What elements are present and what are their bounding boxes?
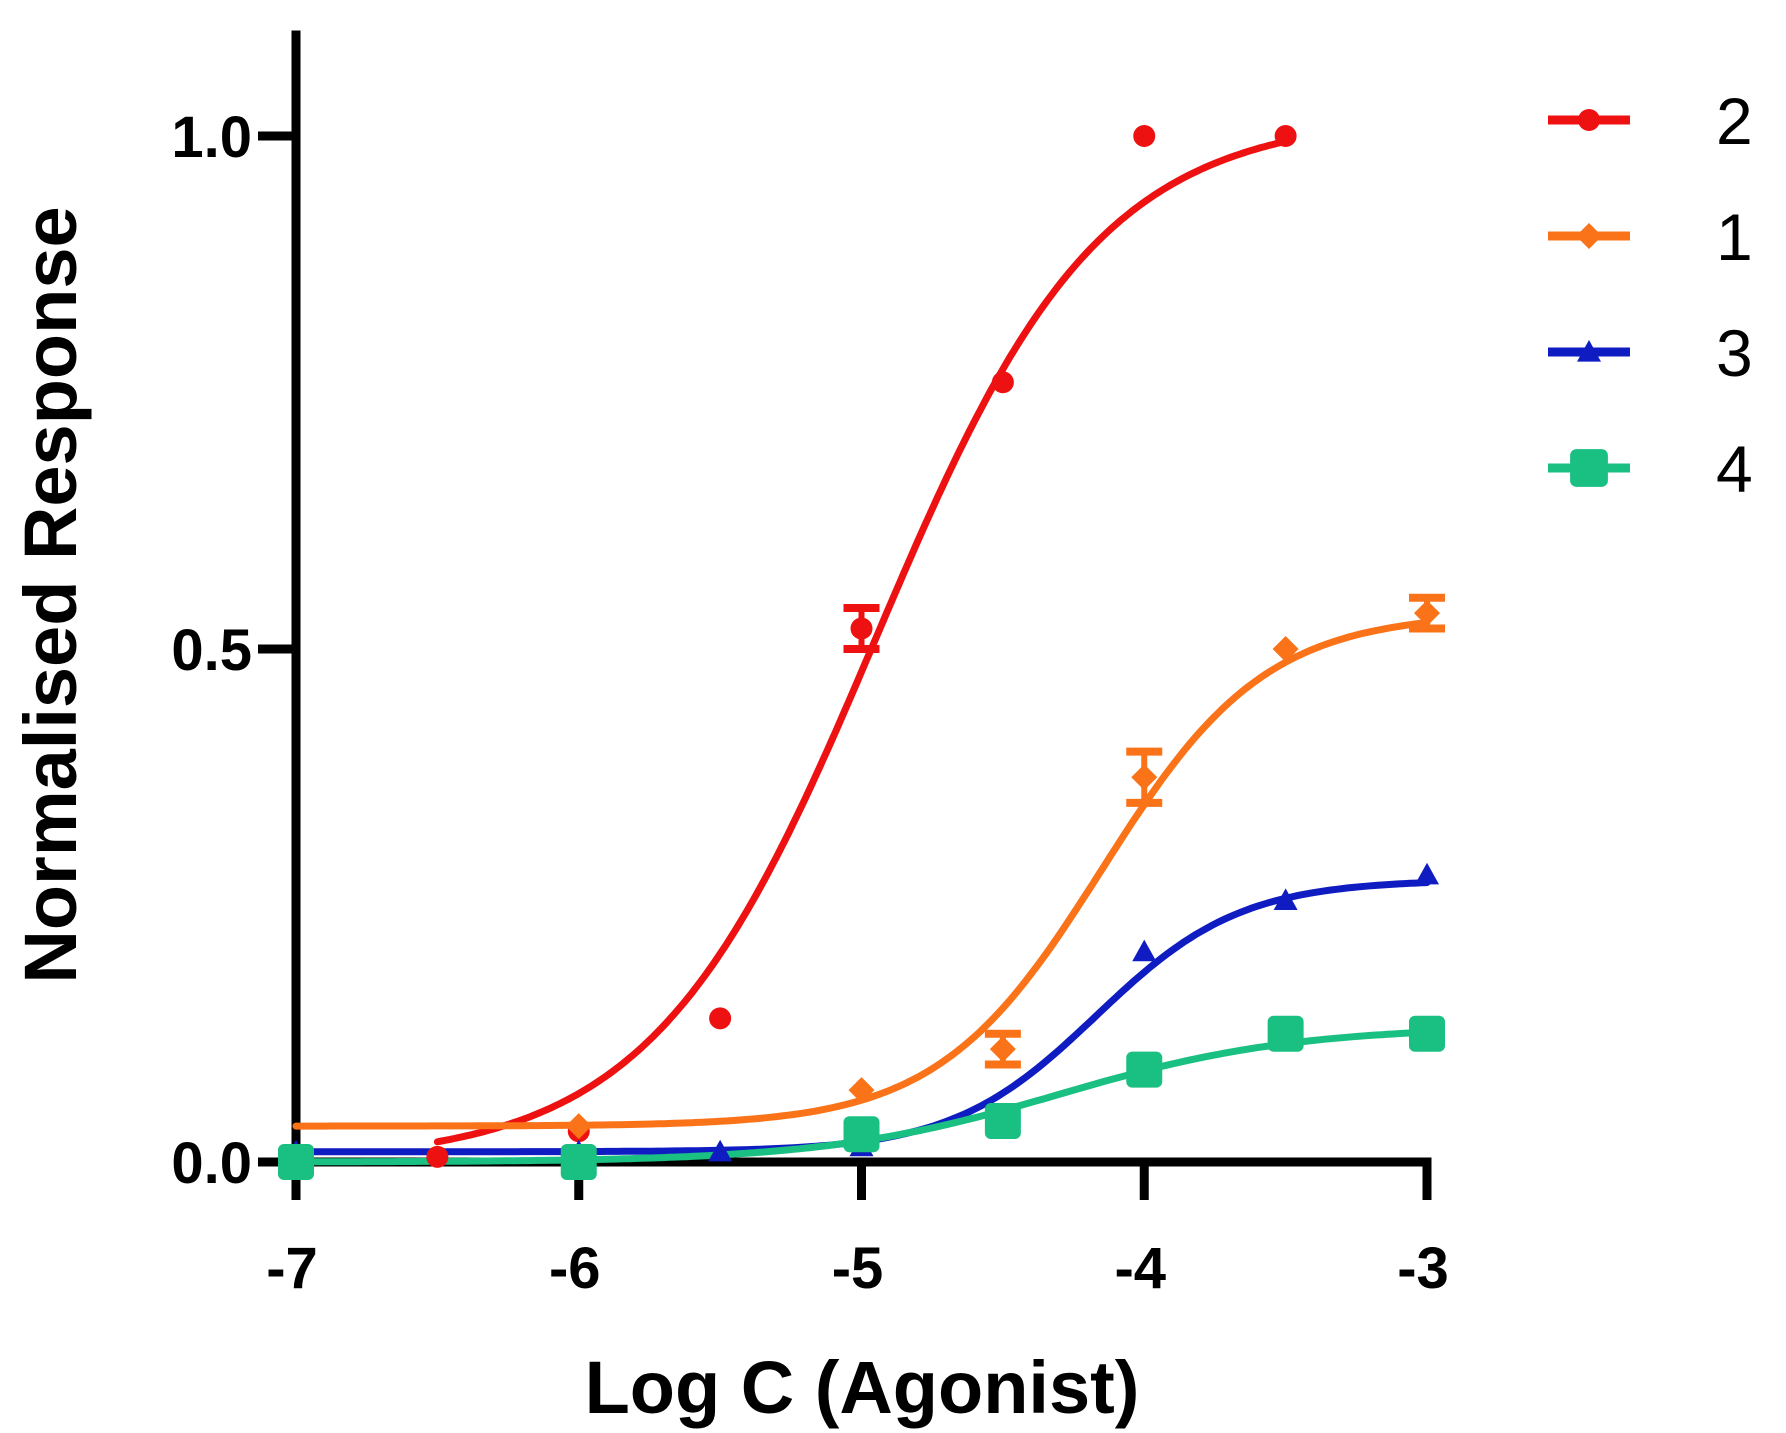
y-tick-label: 0.0 <box>171 1131 252 1196</box>
x-tick-label: -4 <box>1114 1236 1166 1301</box>
ticks: -7 -6 -5 -4 -3 0.0 0.5 1.0 <box>171 105 1448 1301</box>
y-axis-title: Normalised Response <box>9 206 92 983</box>
data-point-series-1 <box>1131 764 1158 791</box>
data-point-series-1 <box>565 1113 592 1140</box>
fit-curve-series-3 <box>292 879 1431 1156</box>
data-point-series-4 <box>1267 1015 1304 1052</box>
legend-marker <box>1578 109 1600 131</box>
data-point-series-2 <box>850 617 873 640</box>
data-point-series-1 <box>848 1077 875 1104</box>
error-bars <box>843 593 1445 1069</box>
legend-item-series-1: 1 <box>1548 200 1753 274</box>
data-point-series-4 <box>1126 1051 1163 1088</box>
data-point-series-1 <box>1272 636 1299 662</box>
legend-item-series-3: 3 <box>1548 316 1753 390</box>
data-point-series-4 <box>843 1116 880 1153</box>
legend-item-series-2: 2 <box>1548 84 1753 158</box>
data-point-series-4 <box>984 1102 1021 1139</box>
x-tick-label: -6 <box>549 1236 601 1301</box>
data-point-series-1 <box>989 1036 1016 1063</box>
data-point-series-3 <box>708 1139 733 1162</box>
data-point-series-1 <box>1414 600 1440 627</box>
data-markers <box>278 125 1445 1180</box>
fit-curve-series-2 <box>433 137 1290 1146</box>
data-point-series-4 <box>278 1144 314 1180</box>
legend-label: 1 <box>1716 200 1753 274</box>
data-point-series-3 <box>1273 888 1298 910</box>
data-point-series-2 <box>991 371 1014 394</box>
data-point-series-2 <box>426 1145 449 1168</box>
data-point-series-3 <box>1415 862 1439 885</box>
legend-marker <box>1576 223 1602 249</box>
legend-label: 4 <box>1716 432 1753 506</box>
data-point-series-4 <box>1409 1015 1445 1052</box>
legend-label: 2 <box>1716 84 1753 158</box>
data-point-series-4 <box>560 1144 597 1180</box>
x-tick-label: -3 <box>1397 1236 1449 1301</box>
legend-label: 3 <box>1716 316 1753 390</box>
data-point-series-3 <box>1132 939 1157 962</box>
legend-item-series-4: 4 <box>1548 432 1753 506</box>
axes <box>291 30 1432 1167</box>
y-tick-label: 0.5 <box>171 618 252 683</box>
data-point-series-2 <box>709 1007 732 1030</box>
data-point-series-2 <box>1133 125 1156 147</box>
legend-marker <box>1570 449 1608 487</box>
legend-marker <box>1577 340 1601 362</box>
legend: 2 1 3 4 <box>1548 84 1753 506</box>
x-tick-label: -5 <box>832 1236 884 1301</box>
x-tick-label: -7 <box>266 1236 318 1301</box>
x-axis-title: Log C (Agonist) <box>585 1346 1140 1429</box>
y-tick-label: 1.0 <box>171 105 252 170</box>
data-point-series-2 <box>1274 125 1297 147</box>
